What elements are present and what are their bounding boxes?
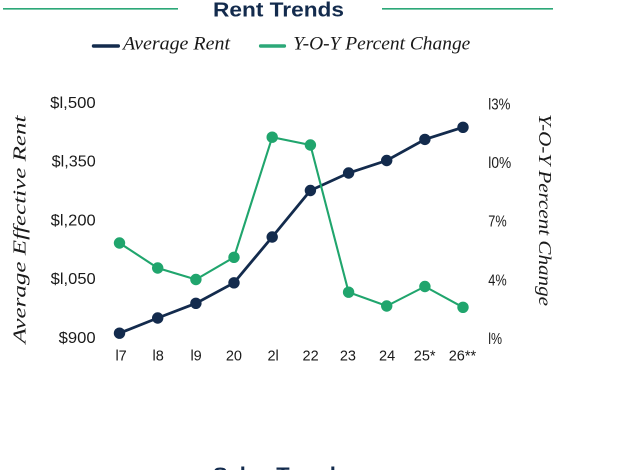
svg-text:Sales Trends: Sales Trends [213,465,348,470]
svg-text:24: 24 [379,349,395,365]
svg-text:2l: 2l [267,349,278,365]
svg-text:20: 20 [226,349,242,365]
svg-text:23: 23 [340,349,356,365]
svg-text:$l,050: $l,050 [51,271,96,288]
svg-text:Average Effective Rent: Average Effective Rent [10,114,30,345]
svg-text:l3%: l3% [488,96,510,113]
svg-text:26**: 26** [449,349,477,365]
svg-text:Y-O-Y Percent Change: Y-O-Y Percent Change [535,114,555,306]
svg-text:Average Rent: Average Rent [121,35,231,55]
svg-text:l0%: l0% [488,155,511,172]
svg-text:$l,500: $l,500 [50,95,96,112]
svg-text:l%: l% [488,331,502,348]
svg-text:Rent Trends: Rent Trends [213,0,344,22]
svg-text:l9: l9 [190,349,201,365]
svg-text:$l,200: $l,200 [51,212,96,229]
svg-text:4%: 4% [488,273,507,290]
svg-text:Y-O-Y Percent Change: Y-O-Y Percent Change [293,35,470,55]
svg-text:l8: l8 [153,349,164,365]
svg-text:22: 22 [303,349,319,365]
svg-text:7%: 7% [488,214,507,231]
svg-text:$900: $900 [59,330,96,347]
svg-text:l7: l7 [115,349,126,365]
svg-text:25*: 25* [414,349,436,365]
svg-text:$l,350: $l,350 [52,154,96,171]
